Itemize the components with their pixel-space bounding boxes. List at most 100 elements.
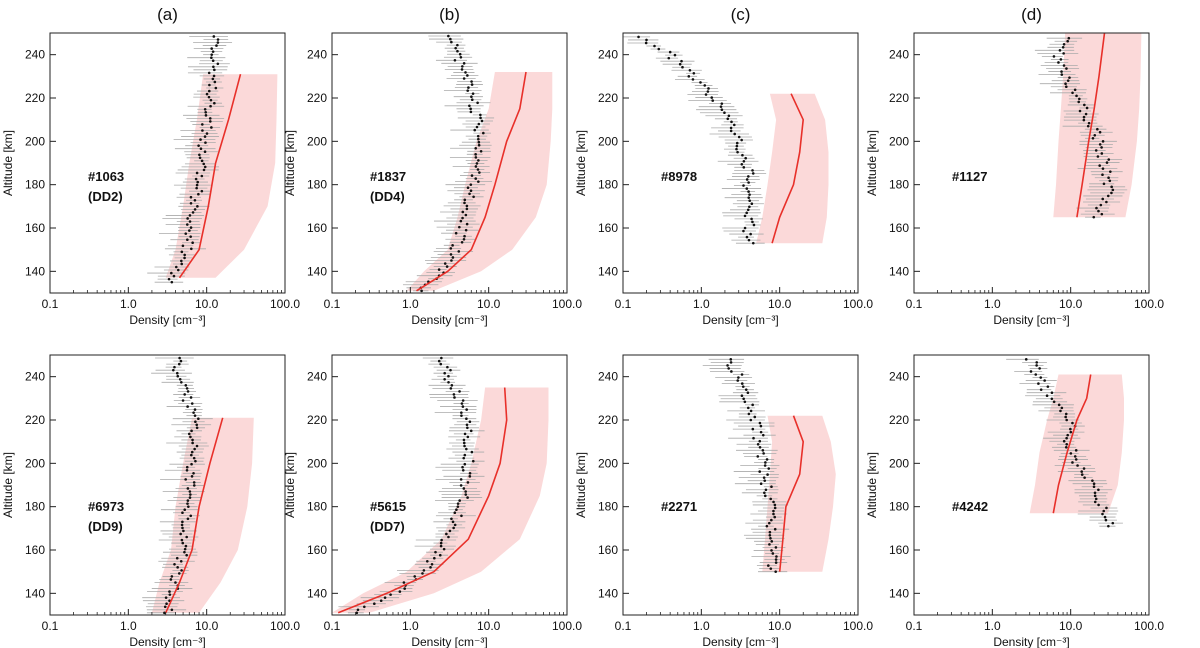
obs-point	[189, 435, 192, 439]
obs-point	[1060, 70, 1063, 73]
plot-frame	[49, 354, 286, 616]
plot-frame	[913, 32, 1150, 294]
obs-point	[461, 405, 465, 408]
obs-point	[742, 159, 746, 163]
x-axis-label: Density [cm⁻³]	[993, 635, 1069, 648]
obs-point	[1062, 439, 1066, 443]
y-tick-label: 160	[307, 543, 327, 557]
obs-point	[1101, 173, 1104, 176]
obs-point	[163, 611, 166, 615]
obs-point	[379, 599, 383, 602]
obs-point	[188, 214, 192, 217]
y-tick-label: 200	[25, 456, 45, 470]
obs-point	[170, 271, 173, 275]
obs-point	[383, 596, 387, 599]
obs-point	[770, 540, 774, 543]
obs-point	[704, 93, 708, 96]
obs-point	[1057, 403, 1061, 407]
obs-point	[763, 491, 766, 495]
obs-point	[1101, 197, 1105, 201]
obs-point	[744, 156, 747, 160]
obs-point	[692, 72, 696, 75]
obs-point	[464, 71, 467, 74]
obs-point	[1076, 464, 1079, 467]
obs-point	[186, 502, 189, 505]
obs-point	[199, 138, 202, 141]
obs-point	[767, 521, 771, 525]
obs-point	[180, 538, 184, 542]
obs-point	[1064, 85, 1068, 89]
obs-point	[466, 186, 470, 189]
obs-point	[170, 575, 174, 578]
x-tick-label: 1.0	[984, 297, 1001, 311]
obs-point	[465, 207, 469, 211]
obs-point	[209, 98, 213, 102]
obs-point	[1098, 130, 1102, 134]
plot-frame	[622, 32, 859, 294]
obs-point	[195, 423, 199, 427]
obs-point	[747, 181, 750, 184]
obs-point	[195, 186, 198, 190]
x-axis-label: Density [cm⁻³]	[129, 313, 205, 327]
obs-point	[657, 47, 661, 51]
obs-point	[208, 117, 212, 120]
obs-point	[459, 484, 463, 487]
y-tick-label: 140	[307, 264, 327, 278]
obs-point	[199, 147, 203, 150]
obs-point	[462, 62, 466, 65]
model-uncertainty-band	[1029, 374, 1124, 514]
model-line	[1076, 33, 1106, 218]
obs-point	[1092, 215, 1096, 219]
obs-point	[719, 105, 723, 108]
obs-point	[451, 520, 455, 524]
obs-point	[460, 241, 464, 244]
obs-point	[747, 175, 750, 178]
x-tick-label: 1.0	[402, 619, 419, 633]
x-tick-label: 0.1	[615, 619, 632, 633]
model-line	[164, 417, 224, 614]
orbit-label: #5615	[370, 499, 406, 514]
obs-point	[457, 250, 461, 253]
obs-point	[203, 165, 207, 169]
obs-point	[184, 384, 188, 387]
orbit-label: #1837	[370, 169, 406, 184]
orbit-sublabel: (DD9)	[88, 519, 123, 534]
obs-point	[1065, 442, 1069, 446]
obs-point	[189, 226, 193, 229]
obs-point	[770, 518, 773, 522]
y-tick-label: 160	[598, 543, 618, 557]
y-tick-label: 140	[25, 264, 45, 278]
obs-point	[191, 441, 194, 445]
obs-point	[1080, 470, 1084, 473]
obs-point	[443, 262, 447, 265]
obs-point	[198, 156, 202, 160]
obs-point	[197, 417, 200, 421]
obs-point	[742, 184, 745, 187]
obs-point	[462, 441, 466, 445]
obs-point	[460, 68, 464, 71]
obs-point	[762, 452, 765, 455]
obs-point	[1083, 103, 1086, 107]
obs-point	[434, 550, 437, 554]
obs-point	[1062, 64, 1066, 67]
obs-point	[751, 220, 754, 224]
obs-point	[758, 446, 762, 449]
obs-point	[456, 502, 460, 505]
obs-point	[449, 37, 452, 41]
obs-point	[471, 459, 475, 463]
model-line	[1052, 374, 1092, 514]
obs-point	[751, 241, 755, 245]
obs-point	[1071, 461, 1074, 464]
obs-point	[745, 235, 749, 239]
y-axis-label: Altitude [km]	[865, 130, 879, 196]
obs-point	[470, 83, 474, 86]
obs-point	[751, 172, 755, 175]
obs-point	[460, 414, 463, 417]
obs-point	[1093, 500, 1097, 504]
x-tick-label: 0.1	[324, 297, 341, 311]
obs-point	[198, 153, 201, 157]
obs-point	[1107, 176, 1110, 180]
obs-point	[181, 526, 184, 530]
obs-point	[758, 439, 762, 443]
